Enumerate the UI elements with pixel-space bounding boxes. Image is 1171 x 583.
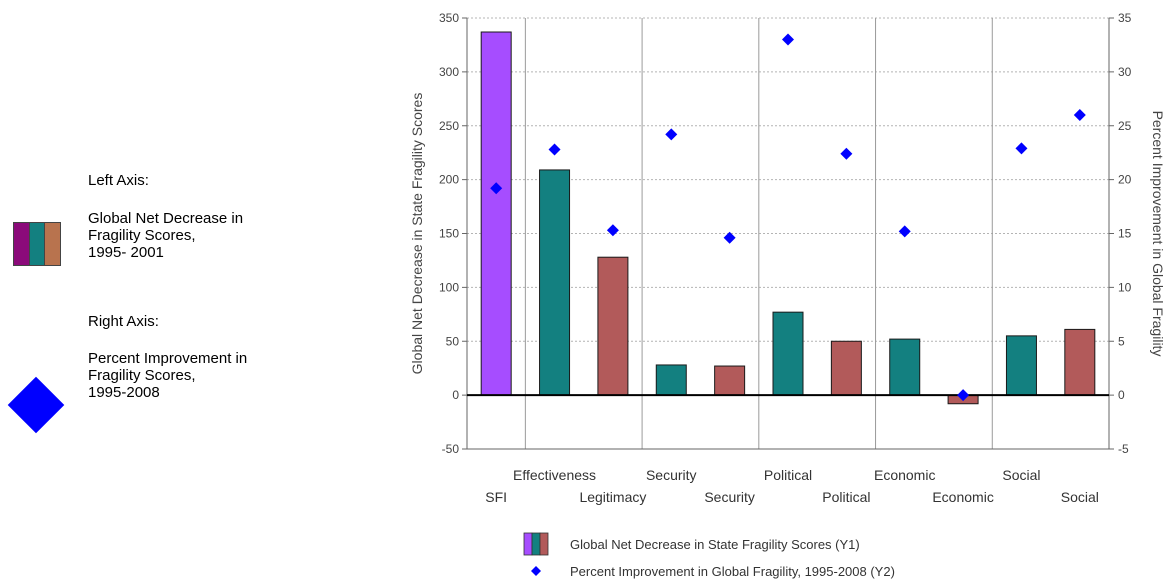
bar [830, 340, 862, 396]
swatch-teal [29, 223, 46, 265]
diamond-point [898, 225, 911, 238]
category-label: Political [822, 489, 870, 505]
left-tick-label: 200 [439, 173, 459, 187]
diamond-point [840, 147, 853, 160]
bar [539, 169, 571, 396]
right-tick-label: 5 [1118, 334, 1125, 348]
legend-diamond-icon [531, 566, 541, 576]
left-axis-description: Global Net Decrease in Fragility Scores,… [88, 210, 318, 261]
diamond-point [665, 128, 678, 141]
right-tick-label: 20 [1118, 173, 1132, 187]
category-label: Social [1002, 467, 1040, 483]
swatch-purple [14, 223, 30, 265]
category-label: Political [764, 467, 812, 483]
diamond-point [782, 33, 794, 46]
swatch-brown [45, 223, 61, 265]
diamond-point [490, 182, 503, 195]
category-label: Economic [874, 467, 935, 483]
diamond-point [1015, 142, 1028, 155]
bar [1005, 335, 1037, 396]
legend-bar-swatch [539, 532, 549, 556]
category-label: Economic [932, 489, 993, 505]
bar [889, 338, 921, 396]
left-tick-label: 250 [439, 119, 459, 133]
diamond-point [606, 224, 619, 237]
category-label: Effectiveness [513, 467, 596, 483]
left-tick-label: 100 [439, 280, 459, 294]
right-tick-label: -5 [1118, 442, 1129, 456]
left-tick-label: 0 [452, 388, 459, 402]
right-desc-line: Percent Improvement in [88, 350, 248, 367]
left-desc-line: 1995- 2001 [88, 244, 164, 261]
legend-bar-swatch [523, 532, 533, 556]
category-label: Legitimacy [579, 489, 646, 505]
side-legend: Left Axis: Global Net Decrease in Fragil… [0, 0, 380, 583]
diamond-point [1073, 108, 1086, 121]
right-desc-line: Fragility Scores, [88, 367, 196, 384]
diamond-point [723, 231, 736, 244]
right-tick-label: 35 [1118, 11, 1132, 25]
left-tick-label: 350 [439, 11, 459, 25]
left-tick-label: 300 [439, 65, 459, 79]
bar [772, 311, 804, 396]
right-tick-label: 0 [1118, 388, 1125, 402]
bar [480, 31, 512, 396]
left-tick-label: -50 [442, 442, 460, 456]
legend-bar-label: Global Net Decrease in State Fragility S… [570, 537, 860, 552]
category-label: Security [704, 489, 755, 505]
y2-axis-title: Percent Improvement in Global Fragility [1150, 111, 1166, 357]
left-desc-line: Fragility Scores, [88, 227, 196, 244]
diamond-point [548, 143, 561, 156]
right-tick-label: 10 [1118, 280, 1132, 294]
bar [714, 365, 746, 396]
right-tick-label: 15 [1118, 227, 1132, 241]
legend-bar-swatch [531, 532, 541, 556]
left-tick-label: 150 [439, 227, 459, 241]
bar [597, 256, 629, 396]
left-tick-label: 50 [446, 334, 460, 348]
legend-diamond-label: Percent Improvement in Global Fragility,… [570, 564, 895, 579]
right-axis-heading: Right Axis: [88, 313, 159, 330]
diamond-point [957, 389, 970, 402]
bar [1064, 328, 1096, 396]
right-desc-line: 1995-2008 [88, 384, 160, 401]
left-axis-swatch [13, 222, 61, 266]
y-axis-title: Global Net Decrease in State Fragility S… [409, 93, 425, 375]
bar [655, 364, 687, 396]
right-axis-description: Percent Improvement in Fragility Scores,… [88, 350, 318, 401]
left-axis-heading: Left Axis: [88, 172, 149, 189]
category-label: Social [1061, 489, 1099, 505]
right-tick-label: 25 [1118, 119, 1132, 133]
left-desc-line: Global Net Decrease in [88, 210, 244, 227]
right-tick-label: 30 [1118, 65, 1132, 79]
category-label: Security [646, 467, 697, 483]
category-label: SFI [485, 489, 507, 505]
